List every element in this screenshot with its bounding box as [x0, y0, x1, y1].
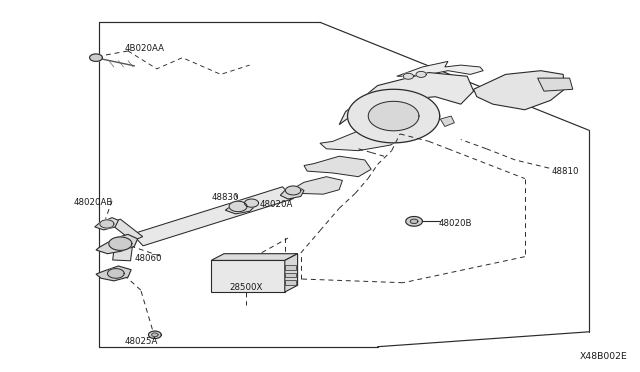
Text: 28500X: 28500X: [229, 283, 262, 292]
Polygon shape: [211, 254, 298, 260]
Polygon shape: [285, 254, 298, 292]
Polygon shape: [285, 265, 296, 270]
Polygon shape: [397, 61, 483, 76]
Text: 48020A: 48020A: [259, 200, 292, 209]
Polygon shape: [320, 123, 410, 151]
Polygon shape: [96, 266, 131, 281]
Polygon shape: [348, 89, 440, 143]
Polygon shape: [152, 333, 158, 337]
Polygon shape: [285, 280, 296, 285]
Polygon shape: [90, 54, 102, 61]
Polygon shape: [280, 187, 304, 199]
Polygon shape: [244, 199, 259, 207]
Polygon shape: [132, 187, 294, 246]
Polygon shape: [406, 217, 422, 226]
Text: 4B020AA: 4B020AA: [125, 44, 165, 53]
Polygon shape: [294, 177, 342, 194]
Polygon shape: [440, 116, 454, 126]
Polygon shape: [416, 71, 426, 77]
Polygon shape: [229, 201, 247, 212]
Polygon shape: [109, 237, 132, 250]
Text: 48830: 48830: [211, 193, 239, 202]
Polygon shape: [538, 78, 573, 91]
Text: 48025A: 48025A: [125, 337, 158, 346]
Polygon shape: [108, 269, 124, 278]
Polygon shape: [225, 202, 256, 214]
Polygon shape: [339, 73, 474, 125]
Polygon shape: [110, 219, 143, 241]
Polygon shape: [95, 218, 118, 230]
Polygon shape: [410, 219, 418, 224]
Polygon shape: [368, 101, 419, 131]
Text: 48020B: 48020B: [438, 219, 472, 228]
Polygon shape: [148, 331, 161, 339]
Polygon shape: [100, 220, 114, 228]
Polygon shape: [403, 73, 413, 79]
Polygon shape: [285, 273, 296, 277]
Polygon shape: [474, 71, 564, 110]
Text: 48020AB: 48020AB: [74, 198, 113, 207]
Text: X48B002E: X48B002E: [579, 352, 627, 361]
Text: 48810: 48810: [552, 167, 579, 176]
Text: 48060: 48060: [134, 254, 162, 263]
Polygon shape: [96, 234, 138, 254]
Polygon shape: [113, 245, 132, 261]
Polygon shape: [285, 186, 301, 195]
Polygon shape: [211, 260, 285, 292]
Polygon shape: [304, 156, 371, 177]
